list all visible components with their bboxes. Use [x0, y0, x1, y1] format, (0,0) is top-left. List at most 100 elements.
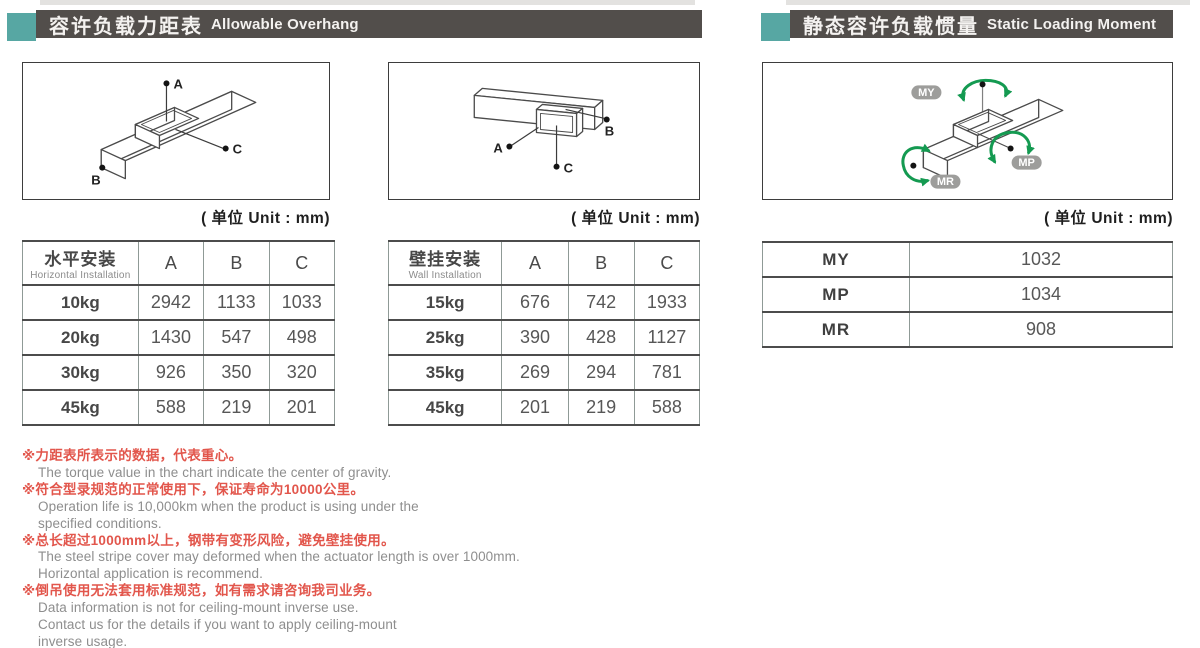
dimension-line-c [175, 128, 224, 150]
note-en: Contact us for the details if you want t… [38, 617, 397, 633]
wall-installation-table: 壁挂安装 Wall Installation A B C 15kg 676 74… [387, 240, 701, 426]
value-b: 294 [567, 354, 635, 391]
page-edge-artifact [786, 0, 1190, 5]
column-header-b: B [567, 240, 635, 286]
moment-label: MP [762, 276, 910, 313]
point-b-marker [99, 164, 106, 171]
value-c: 1033 [268, 284, 336, 321]
load-label: 10kg [22, 284, 139, 321]
static-loading-moment-header: 静态容许负载惯量 Static Loading Moment [761, 10, 1173, 41]
my-badge [911, 85, 942, 100]
note-en: The steel stripe cover may deformed when… [38, 549, 520, 565]
value-c: 781 [633, 354, 701, 391]
footnotes: ※力距表所表示的数据，代表重心。 The torque value in the… [22, 448, 702, 648]
section-title-en: Static Loading Moment [987, 15, 1157, 33]
point-c-marker [222, 145, 229, 152]
wall-diagram-svg: A C B [473, 87, 614, 176]
note-en: Data information is not for ceiling-moun… [38, 600, 359, 616]
point-a-marker [506, 143, 513, 150]
value-a: 588 [137, 389, 205, 426]
mp-badge [1011, 155, 1042, 170]
table-row: 15kg 676 742 1933 [387, 284, 701, 321]
label-b: B [605, 124, 614, 139]
value-a: 2942 [137, 284, 205, 321]
table-row: MY 1032 [762, 241, 1173, 278]
column-header-c: C [268, 240, 336, 286]
dimension-line-a [511, 126, 539, 147]
value-a: 201 [501, 389, 569, 426]
moment-label: MR [762, 311, 910, 348]
value-b: 742 [567, 284, 635, 321]
slider-plate-outline [140, 109, 193, 133]
note-en: Operation life is 10,000km when the prod… [38, 498, 419, 514]
slider-end-face [575, 107, 584, 138]
table-row: 25kg 390 428 1127 [387, 319, 701, 356]
table-header-row: 水平安装 Horizontal Installation A B C [22, 240, 336, 286]
table-title-cell: 壁挂安装 Wall Installation [387, 240, 503, 286]
point-c-marker [553, 163, 560, 170]
wall-installation-diagram: A C B [388, 62, 700, 200]
teal-accent-block [761, 13, 790, 41]
note-zh: ※总长超过1000mm以上，钢带有变形风险，避免壁挂使用。 [22, 532, 395, 548]
value-c: 320 [268, 354, 336, 391]
slider-end-face [952, 123, 979, 149]
value-b: 1133 [203, 284, 270, 321]
value-b: 547 [203, 319, 270, 356]
unit-note: ( 单位 Unit : mm) [571, 210, 700, 227]
value-c: 498 [268, 319, 336, 356]
column-header-a: A [501, 240, 569, 286]
mr-badge [930, 174, 961, 189]
allowable-overhang-header: 容许负载力距表 Allowable Overhang [7, 10, 702, 41]
my-badge-label: MY [918, 87, 935, 99]
column-header-c: C [633, 240, 701, 286]
horizontal-installation-diagram: A C B [22, 62, 330, 200]
table-row: 30kg 926 350 320 [22, 354, 336, 391]
value-a: 390 [501, 319, 569, 356]
moment-label: MY [762, 241, 910, 278]
load-label: 45kg [22, 389, 139, 426]
table-title-en: Wall Installation [408, 270, 482, 281]
moment-value: 1032 [909, 241, 1173, 278]
rotation-arrow-mr [901, 143, 931, 187]
note-en: The torque value in the chart indicate t… [38, 464, 392, 480]
horizontal-installation-table: 水平安装 Horizontal Installation A B C 10kg … [22, 240, 336, 426]
table-row: 45kg 201 219 588 [387, 389, 701, 426]
value-b: 350 [203, 354, 270, 391]
note-zh: ※符合型录规范的正常使用下，保证寿命为10000公里。 [22, 481, 365, 497]
note-zh: ※力距表所表示的数据，代表重心。 [22, 448, 243, 463]
label-b: B [91, 173, 100, 188]
note-en: inverse usage. [38, 633, 128, 648]
dimension-line-b [565, 108, 605, 120]
table-title-zh: 水平安装 [44, 250, 117, 269]
note-zh: ※倒吊使用无法套用标准规范，如有需求请咨询我司业务。 [22, 583, 381, 599]
value-c: 588 [633, 389, 701, 426]
load-label: 45kg [387, 389, 503, 426]
table-title-zh: 壁挂安装 [409, 250, 482, 269]
value-c: 1127 [633, 319, 701, 356]
value-a: 269 [501, 354, 569, 391]
section-title-zh: 容许负载力距表 [49, 15, 203, 38]
load-label: 15kg [387, 284, 503, 321]
table-row: 45kg 588 219 201 [22, 389, 336, 426]
slider-end-face [134, 123, 161, 150]
load-label: 25kg [387, 319, 503, 356]
label-a: A [493, 141, 503, 156]
table-row: 20kg 1430 547 498 [22, 319, 336, 356]
slider-plate-outline [540, 112, 574, 133]
point-b-marker [603, 116, 610, 123]
value-a: 926 [137, 354, 205, 391]
rotation-arrow-my [957, 78, 1013, 102]
value-a: 676 [501, 284, 569, 321]
teal-accent-block [7, 13, 36, 41]
load-label: 35kg [387, 354, 503, 391]
slider-plate-outline [958, 112, 1007, 133]
rotation-arrow-mp [987, 130, 1035, 164]
value-b: 219 [567, 389, 635, 426]
value-c: 1933 [633, 284, 701, 321]
static-moment-table: MY 1032 MP 1034 MR 908 [762, 241, 1173, 348]
unit-note: ( 单位 Unit : mm) [1044, 210, 1173, 227]
beam-end-face [594, 99, 604, 131]
table-header-row: 壁挂安装 Wall Installation A B C [387, 240, 701, 286]
moment-value: 1034 [909, 276, 1173, 313]
